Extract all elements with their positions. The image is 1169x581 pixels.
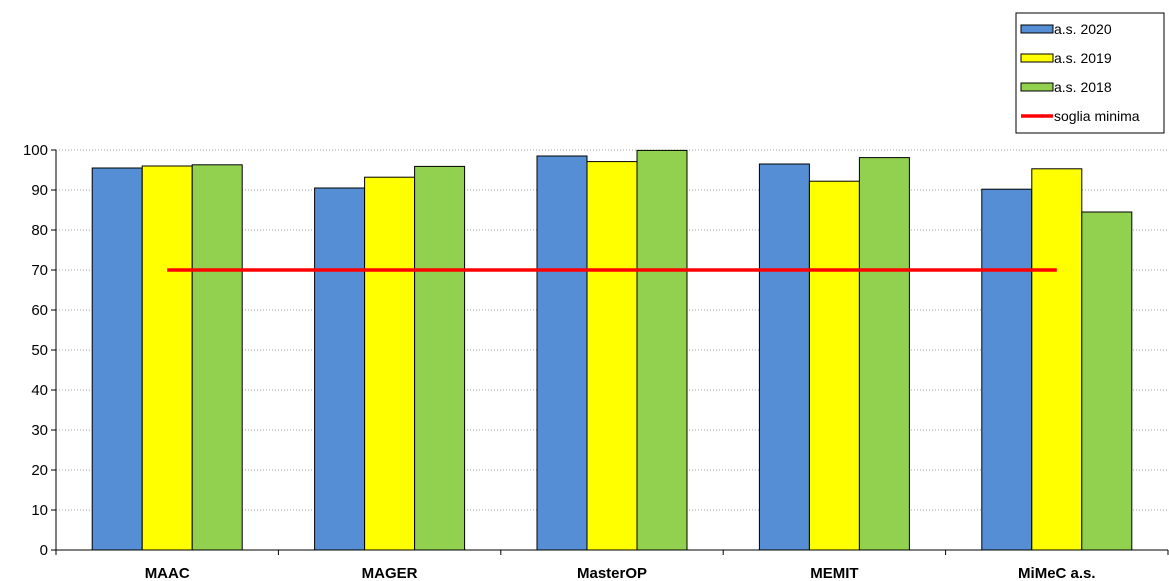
bar (586, 161, 638, 551)
bar (91, 167, 143, 551)
legend-swatch (1020, 53, 1054, 63)
y-tick-label: 60 (31, 302, 48, 319)
legend-swatch (1020, 82, 1054, 92)
x-category-label: MiMeC a.s. (1018, 565, 1096, 581)
x-category-label: MAGER (362, 565, 418, 581)
x-category-label: MAAC (145, 565, 190, 581)
legend-label: a.s. 2018 (1054, 79, 1112, 95)
legend-label: soglia minima (1054, 108, 1140, 124)
legend-label: a.s. 2020 (1054, 21, 1112, 37)
y-tick-label: 100 (23, 142, 48, 159)
bar (758, 163, 810, 551)
bar (314, 187, 366, 551)
bar (636, 149, 688, 551)
bar (981, 188, 1033, 551)
y-tick-label: 40 (31, 382, 48, 399)
bar (191, 164, 243, 551)
y-tick-label: 20 (31, 462, 48, 479)
bar (808, 180, 860, 551)
bar (536, 155, 588, 551)
axes: 0 10 20 30 40 50 60 70 80 90 100 MAAC MAGER MasterOP M… (23, 142, 1169, 581)
bar (1031, 168, 1083, 551)
bars (91, 149, 1133, 551)
x-category-label: MEMIT (810, 565, 858, 581)
bar (364, 176, 416, 551)
y-tick-label: 30 (31, 422, 48, 439)
y-tick-label: 0 (40, 542, 48, 559)
y-tick-label: 70 (31, 262, 48, 279)
bar (414, 165, 466, 551)
x-category-label: MasterOP (577, 565, 647, 581)
legend-label: a.s. 2019 (1054, 50, 1112, 66)
legend: a.s. 2020 a.s. 2019 a.s. 2018 soglia minima (1015, 12, 1165, 134)
legend-swatch (1020, 24, 1054, 34)
y-tick-label: 10 (31, 502, 48, 519)
y-tick-label: 80 (31, 222, 48, 239)
y-tick-label: 90 (31, 182, 48, 199)
bar (858, 157, 910, 551)
y-tick-label: 50 (31, 342, 48, 359)
bar (1081, 211, 1133, 551)
bar (141, 165, 193, 551)
